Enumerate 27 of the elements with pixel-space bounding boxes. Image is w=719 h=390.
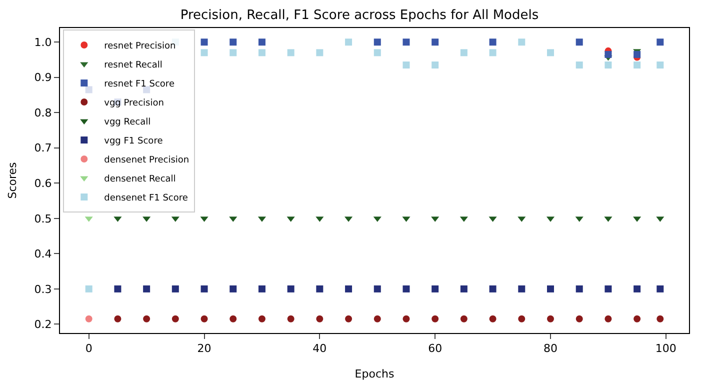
y-tick-label: 0.4	[34, 248, 52, 261]
y-tick-label: 0.9	[34, 71, 52, 84]
y-tick-label: 1.0	[34, 36, 52, 49]
x-tick-label: 0	[85, 342, 92, 356]
x-tick-label: 40	[312, 342, 327, 356]
legend-label: vgg Recall	[104, 118, 151, 128]
legend-label: densenet Precision	[104, 156, 190, 166]
y-tick-label: 0.2	[34, 318, 52, 332]
y-tick-label: 0.8	[34, 106, 52, 120]
x-tick-label: 60	[428, 342, 442, 356]
x-tick-label: 20	[197, 342, 212, 356]
legend-label: resnet Precision	[104, 42, 176, 52]
x-tick-label: 80	[544, 342, 558, 356]
x-tick-label: 100	[655, 342, 676, 356]
legend-label: vgg F1 Score	[104, 136, 164, 147]
legend-label: densenet F1 Score	[104, 194, 188, 204]
legend-label: vgg Precision	[104, 98, 164, 109]
legend-label: resnet Recall	[104, 60, 162, 71]
y-tick-label: 0.5	[34, 212, 52, 226]
legend-label: densenet Recall	[104, 174, 176, 185]
legend-label: resnet F1 Score	[104, 80, 175, 90]
y-axis-title: Scores	[6, 162, 19, 199]
y-tick-label: 0.3	[34, 282, 52, 296]
y-tick-label: 0.6	[34, 176, 52, 190]
y-tick-label: 0.7	[34, 142, 52, 155]
x-axis-title: Epochs	[354, 367, 394, 380]
chart-title: Precision, Recall, F1 Score across Epochs for All Models	[180, 8, 539, 23]
